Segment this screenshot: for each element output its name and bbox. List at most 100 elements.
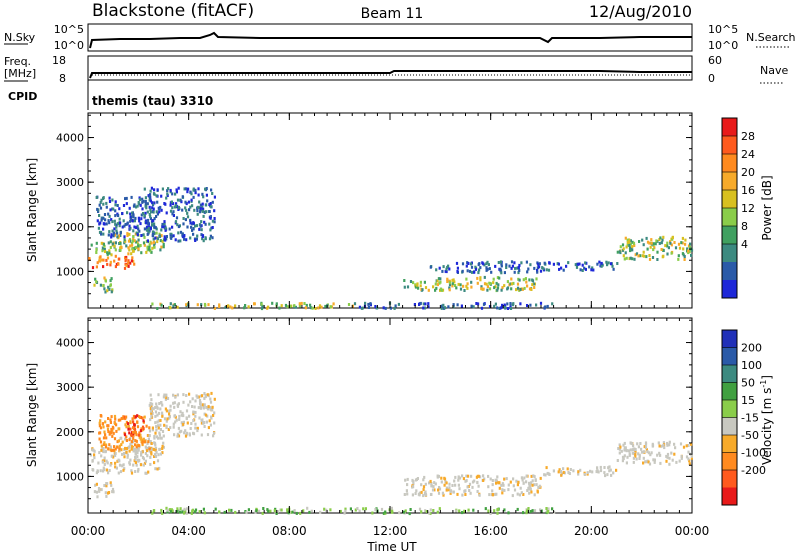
echo-cell <box>501 491 504 495</box>
echo-cell <box>218 303 221 307</box>
echo-cell <box>113 437 117 441</box>
echo-cell <box>151 428 154 432</box>
echo-cell <box>110 427 113 431</box>
echo-cell <box>125 196 128 200</box>
echo-cell <box>98 421 101 425</box>
echo-cell <box>522 493 525 496</box>
echo-cell <box>565 264 568 268</box>
echo-cell <box>591 266 594 270</box>
echo-cell <box>136 204 139 208</box>
echo-cell <box>122 468 125 472</box>
echo-cell <box>455 261 459 265</box>
echo-cell <box>515 479 518 483</box>
freq-right-tick-top: 60 <box>708 54 722 67</box>
echo-cell <box>642 250 645 254</box>
echo-cell <box>339 509 342 513</box>
colorbar-segment <box>722 330 737 348</box>
echo-cell <box>454 509 458 513</box>
echo-cell <box>179 510 182 514</box>
echo-cell <box>621 248 624 252</box>
echo-cell <box>124 423 127 427</box>
echo-cell <box>213 411 216 415</box>
echo-cell <box>104 491 107 495</box>
echo-cell <box>612 267 615 271</box>
echo-cell <box>429 479 432 483</box>
echo-cell <box>203 220 206 224</box>
echo-cell <box>468 489 471 492</box>
echo-cell <box>148 426 151 430</box>
echo-cell <box>678 459 681 463</box>
echo-cell <box>143 440 146 444</box>
echo-cell <box>634 450 637 454</box>
echo-cell <box>169 306 172 310</box>
echo-cell <box>182 414 185 418</box>
echo-cell <box>141 439 144 443</box>
echo-cell <box>141 443 144 447</box>
echo-cell <box>522 278 525 282</box>
echo-cell <box>303 302 306 305</box>
echo-cell <box>420 510 423 514</box>
echo-cell <box>544 473 547 477</box>
echo-cell <box>155 425 158 429</box>
echo-cell <box>174 420 177 424</box>
echo-cell <box>96 261 99 265</box>
echo-cell <box>617 447 620 450</box>
echo-cell <box>509 480 512 484</box>
echo-cell <box>482 262 485 266</box>
echo-cell <box>108 214 111 218</box>
echo-cell <box>625 256 628 260</box>
echo-cell <box>175 190 178 194</box>
echo-cell <box>172 304 175 308</box>
echo-cell <box>532 474 535 478</box>
echo-cell <box>592 268 595 272</box>
echo-cell <box>420 490 423 494</box>
echo-cell <box>194 399 197 403</box>
echo-cell <box>169 209 173 213</box>
echo-cell <box>199 406 203 410</box>
echo-cell <box>176 393 179 397</box>
echo-cell <box>161 411 164 415</box>
echo-cell <box>110 454 113 458</box>
echo-cell <box>512 484 515 488</box>
echo-cell <box>533 493 536 497</box>
echo-cell <box>406 285 410 289</box>
colorbar-segment <box>722 244 737 263</box>
echo-cell <box>165 235 168 238</box>
echo-cell <box>194 191 197 195</box>
echo-cell <box>171 212 174 216</box>
echo-cell <box>118 444 121 448</box>
echo-cell <box>182 400 185 404</box>
echo-cell <box>157 393 160 397</box>
echo-cell <box>93 283 96 287</box>
echo-cell <box>507 511 510 515</box>
echo-cell <box>136 240 139 244</box>
echo-cell <box>472 305 475 309</box>
echo-cell <box>517 271 520 275</box>
echo-cell <box>197 193 200 197</box>
echo-cell <box>144 452 147 455</box>
echo-cell <box>95 490 98 494</box>
echo-cell <box>441 269 444 273</box>
echo-cell <box>463 509 466 513</box>
echo-cell <box>126 455 129 459</box>
echo-cell <box>465 264 468 268</box>
echo-cell <box>440 306 443 310</box>
echo-cell <box>192 419 195 422</box>
echo-cell <box>179 230 183 234</box>
cpid-label: CPID <box>8 90 37 103</box>
echo-cell <box>196 234 199 238</box>
echo-cell <box>604 474 607 478</box>
echo-cell <box>114 209 117 213</box>
echo-cell <box>136 414 139 418</box>
echo-cell <box>141 450 144 454</box>
echo-cell <box>325 508 328 512</box>
echo-cell <box>533 509 537 513</box>
echo-cell <box>146 248 149 252</box>
echo-cell <box>502 483 505 487</box>
echo-cell <box>190 192 193 196</box>
echo-cell <box>175 188 178 192</box>
echo-cell <box>176 198 180 202</box>
echo-cell <box>622 443 625 447</box>
echo-cell <box>109 445 112 449</box>
echo-cell <box>134 461 137 465</box>
